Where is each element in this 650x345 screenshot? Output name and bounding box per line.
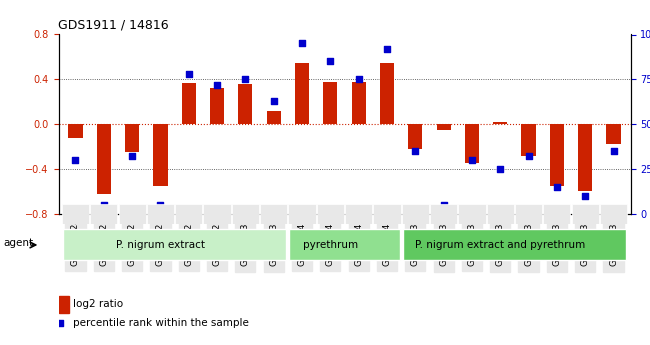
- FancyBboxPatch shape: [402, 204, 429, 224]
- Bar: [125, 124, 139, 152]
- FancyBboxPatch shape: [147, 204, 174, 224]
- Point: [268, 98, 279, 104]
- Bar: [210, 88, 224, 124]
- Bar: [153, 124, 168, 186]
- Bar: [97, 124, 111, 194]
- FancyBboxPatch shape: [118, 204, 146, 224]
- Bar: [521, 124, 536, 156]
- Text: P. nigrum extract: P. nigrum extract: [116, 240, 205, 250]
- FancyBboxPatch shape: [571, 204, 599, 224]
- Bar: [68, 124, 83, 138]
- FancyBboxPatch shape: [600, 204, 627, 224]
- Point: [410, 148, 421, 154]
- Text: pyrethrum: pyrethrum: [303, 240, 358, 250]
- Point: [467, 157, 477, 163]
- Text: agent: agent: [3, 238, 33, 248]
- FancyBboxPatch shape: [203, 204, 231, 224]
- Point: [155, 202, 166, 208]
- FancyBboxPatch shape: [373, 204, 400, 224]
- FancyBboxPatch shape: [289, 204, 316, 224]
- Text: GDS1911 / 14816: GDS1911 / 14816: [58, 19, 169, 32]
- Bar: [239, 84, 252, 124]
- Text: P. nigrum extract and pyrethrum: P. nigrum extract and pyrethrum: [415, 240, 586, 250]
- Point: [552, 184, 562, 190]
- FancyBboxPatch shape: [402, 229, 626, 260]
- Text: log2 ratio: log2 ratio: [73, 299, 123, 309]
- Point: [325, 59, 335, 64]
- FancyBboxPatch shape: [515, 204, 542, 224]
- FancyBboxPatch shape: [63, 229, 287, 260]
- FancyBboxPatch shape: [289, 229, 400, 260]
- FancyBboxPatch shape: [232, 204, 259, 224]
- Bar: [465, 124, 479, 164]
- FancyBboxPatch shape: [90, 204, 118, 224]
- FancyBboxPatch shape: [458, 204, 486, 224]
- Point: [354, 77, 364, 82]
- Bar: [323, 81, 337, 124]
- Point: [438, 202, 448, 208]
- Bar: [380, 62, 394, 124]
- FancyBboxPatch shape: [430, 204, 457, 224]
- Bar: [182, 83, 196, 124]
- FancyBboxPatch shape: [345, 204, 372, 224]
- Point: [70, 157, 81, 163]
- Bar: [437, 124, 450, 130]
- Bar: [606, 124, 621, 144]
- Point: [55, 320, 66, 326]
- FancyBboxPatch shape: [487, 204, 514, 224]
- Point: [580, 193, 590, 199]
- Point: [608, 148, 619, 154]
- Bar: [550, 124, 564, 186]
- Bar: [408, 124, 422, 149]
- Point: [183, 71, 194, 77]
- Point: [212, 82, 222, 88]
- Bar: [295, 62, 309, 124]
- Bar: [352, 81, 366, 124]
- Point: [297, 41, 307, 46]
- Bar: [266, 111, 281, 124]
- FancyBboxPatch shape: [543, 204, 571, 224]
- Point: [382, 46, 392, 52]
- Point: [495, 166, 506, 172]
- FancyBboxPatch shape: [175, 204, 202, 224]
- FancyBboxPatch shape: [62, 204, 89, 224]
- FancyBboxPatch shape: [260, 204, 287, 224]
- Text: percentile rank within the sample: percentile rank within the sample: [73, 318, 249, 328]
- Bar: [493, 122, 507, 124]
- Bar: [58, 296, 69, 313]
- Point: [127, 154, 137, 159]
- Point: [99, 202, 109, 208]
- FancyBboxPatch shape: [317, 204, 344, 224]
- Bar: [578, 124, 592, 191]
- Point: [240, 77, 251, 82]
- Point: [523, 154, 534, 159]
